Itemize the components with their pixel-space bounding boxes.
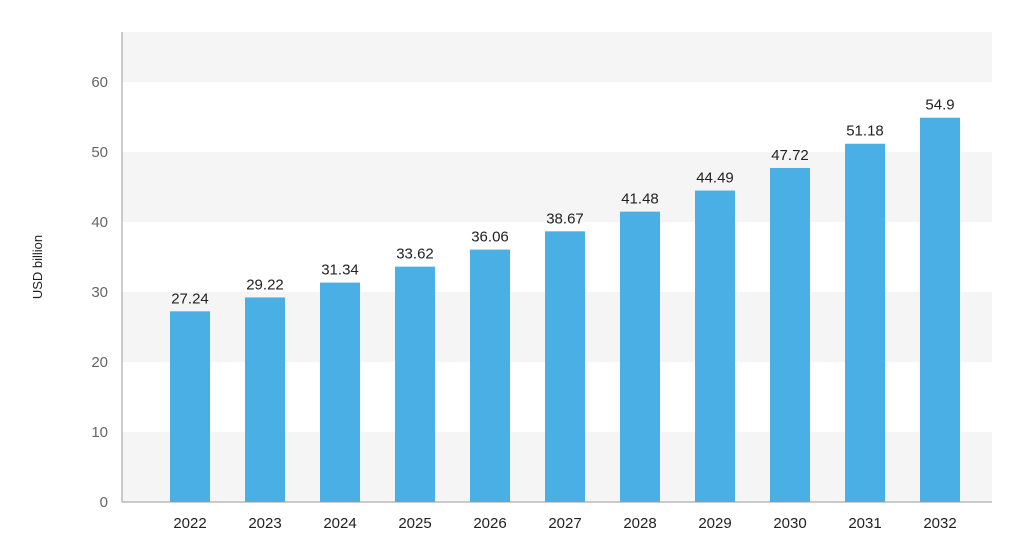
y-axis-title: USD billion bbox=[30, 235, 45, 299]
x-tick-label: 2027 bbox=[548, 515, 581, 532]
data-label: 31.34 bbox=[321, 262, 359, 279]
bar-2032 bbox=[920, 117, 960, 502]
data-label: 38.67 bbox=[546, 210, 584, 227]
bar-2028 bbox=[620, 211, 660, 502]
data-label: 33.62 bbox=[396, 246, 434, 263]
data-label: 51.18 bbox=[846, 123, 884, 140]
y-tick-label: 0 bbox=[100, 494, 108, 511]
y-tick-label: 40 bbox=[91, 214, 108, 231]
data-label: 27.24 bbox=[171, 290, 209, 307]
y-tick-label: 60 bbox=[91, 74, 108, 91]
y-axis-ticks: 0 10 20 30 40 50 60 bbox=[91, 74, 108, 511]
bar-2023 bbox=[245, 297, 285, 502]
data-label: 36.06 bbox=[471, 229, 509, 246]
y-tick-label: 50 bbox=[91, 144, 108, 161]
y-tick-label: 30 bbox=[91, 284, 108, 301]
data-label: 47.72 bbox=[771, 147, 809, 164]
x-tick-label: 2026 bbox=[473, 515, 506, 532]
bar-2029 bbox=[695, 190, 735, 502]
bar-2027 bbox=[545, 231, 585, 502]
bar-2031 bbox=[845, 143, 885, 503]
x-tick-label: 2028 bbox=[623, 515, 656, 532]
y-tick-label: 10 bbox=[91, 424, 108, 441]
x-tick-label: 2031 bbox=[848, 515, 881, 532]
bar-2026 bbox=[470, 249, 510, 502]
x-tick-label: 2022 bbox=[173, 515, 206, 532]
x-tick-label: 2023 bbox=[248, 515, 281, 532]
x-tick-label: 2032 bbox=[923, 515, 956, 532]
data-label: 29.22 bbox=[246, 276, 284, 293]
data-labels: 27.24 29.22 31.34 33.62 36.06 38.67 41.48 44.49… bbox=[171, 97, 954, 308]
bar-2030 bbox=[770, 167, 810, 502]
bar-2025 bbox=[395, 266, 435, 502]
bar-2022 bbox=[170, 311, 210, 502]
data-label: 44.49 bbox=[696, 170, 734, 187]
x-tick-label: 2029 bbox=[698, 515, 731, 532]
x-tick-label: 2025 bbox=[398, 515, 431, 532]
data-label: 41.48 bbox=[621, 191, 659, 208]
data-label: 54.9 bbox=[925, 97, 954, 114]
bar-series bbox=[170, 117, 960, 503]
y-tick-label: 20 bbox=[91, 354, 108, 371]
grid-band bbox=[122, 32, 992, 82]
x-tick-label: 2024 bbox=[323, 515, 356, 532]
bar-2024 bbox=[320, 282, 360, 502]
x-tick-label: 2030 bbox=[773, 515, 806, 532]
x-axis-ticks: 2022 2023 2024 2025 2026 2027 2028 2029 2030 2031… bbox=[173, 515, 956, 532]
